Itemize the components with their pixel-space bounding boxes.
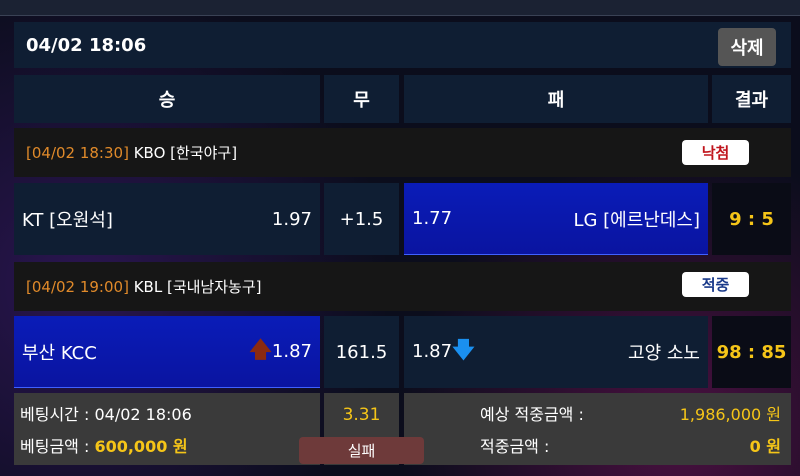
bet-amount-label: 베팅금액 : (20, 437, 90, 456)
home-team: 부산 KCC (22, 342, 97, 364)
home-odds: 1.87 (271, 340, 312, 362)
bet-time-label: 베팅시간 : (20, 405, 90, 424)
top-bar (0, 0, 800, 16)
won-amount: 0 원 (749, 437, 781, 456)
draw-pick[interactable]: +1.5 (324, 183, 399, 255)
draw-pick[interactable]: 161.5 (324, 316, 399, 388)
away-odds: 1.87 (412, 341, 453, 362)
won-amount-label: 적중금액 : (480, 437, 550, 456)
bet-summary-right: 예상 적중금액 : 1,986,000 원 적중금액 : 0 원 (404, 393, 791, 465)
home-team: KT [오원석] (22, 210, 113, 231)
bet-datetime: 04/02 18:06 (26, 34, 147, 56)
status-badge: 낙첨 (682, 140, 749, 165)
away-team: LG [에르난데스] (573, 209, 700, 231)
bet-summary-left: 베팅시간 : 04/02 18:06 베팅금액 : 600,000 원 (14, 393, 320, 465)
status-badge: 적중 (682, 272, 749, 297)
away-odds: 1.77 (412, 208, 453, 229)
match-info: [04/02 18:30] KBO [한국야구] (14, 128, 791, 177)
column-result: 결과 (712, 75, 791, 123)
bet-header: 04/02 18:06 (14, 22, 791, 68)
match-score: 9 : 5 (712, 183, 791, 255)
home-pick[interactable]: 부산 KCC 🡅1.87 (14, 316, 320, 388)
match-info: [04/02 19:00] KBL [국내남자농구] (14, 262, 791, 311)
match-time: [04/02 19:00] (26, 277, 129, 296)
bet-time: 04/02 18:06 (94, 405, 192, 424)
delete-button[interactable]: 삭제 (718, 28, 776, 66)
column-win: 승 (14, 75, 320, 123)
match-time: [04/02 18:30] (26, 143, 129, 162)
expected-win-label: 예상 적중금액 : (480, 405, 584, 424)
result-badge: 실패 (299, 437, 424, 464)
home-odds: 1.97 (271, 208, 312, 230)
down-arrow-icon: 🡇 (452, 338, 475, 363)
match-league: KBO [한국야구] (133, 144, 238, 162)
away-team: 고양 소노 (628, 343, 700, 364)
column-lose: 패 (404, 75, 708, 123)
match-score: 98 : 85 (712, 316, 791, 388)
home-pick[interactable]: KT [오원석] 1.97 (14, 183, 320, 255)
away-pick[interactable]: 1.77 LG [에르난데스] (404, 183, 708, 255)
away-pick[interactable]: 1.87🡇 고양 소노 (404, 316, 708, 388)
match-league: KBL [국내남자농구] (133, 278, 262, 296)
expected-win: 1,986,000 원 (679, 405, 781, 424)
column-draw: 무 (324, 75, 399, 123)
bet-amount: 600,000 원 (94, 437, 188, 456)
up-arrow-icon: 🡅 (249, 337, 272, 363)
